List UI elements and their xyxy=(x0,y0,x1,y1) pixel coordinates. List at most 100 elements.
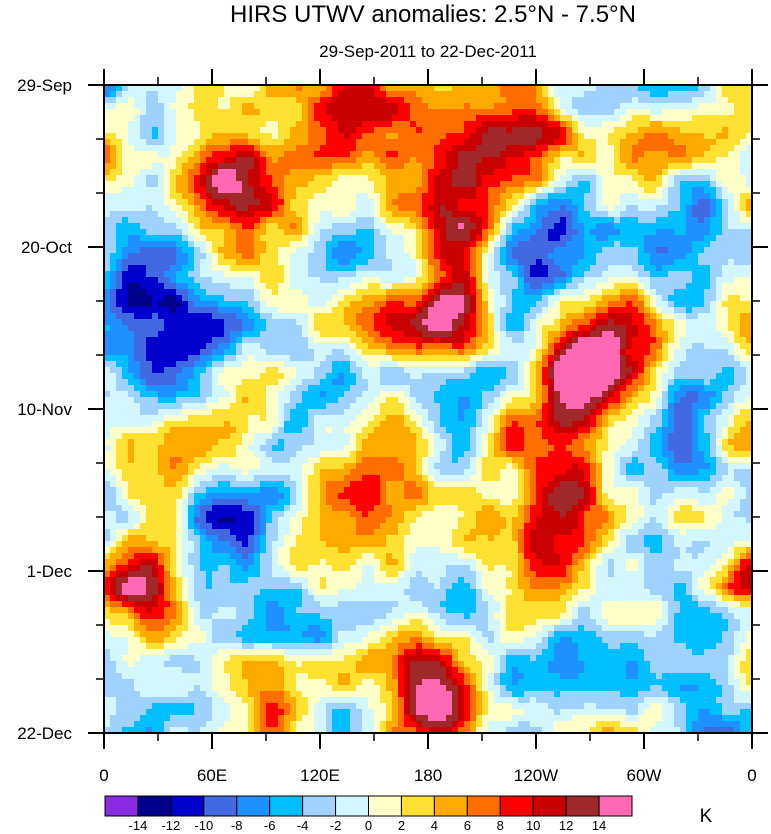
field-cell xyxy=(416,283,423,290)
field-cell xyxy=(230,97,237,104)
field-cell xyxy=(158,295,165,302)
field-cell xyxy=(326,337,333,344)
field-cell xyxy=(350,319,357,326)
field-cell xyxy=(446,355,453,362)
field-cell xyxy=(224,205,231,212)
field-cell xyxy=(572,175,579,182)
field-cell xyxy=(164,343,171,350)
field-cell xyxy=(104,343,111,350)
field-cell xyxy=(104,271,111,278)
field-cell xyxy=(320,217,327,224)
field-cell xyxy=(116,115,123,122)
field-cell xyxy=(152,121,159,128)
field-cell xyxy=(470,181,477,188)
field-cell xyxy=(158,103,165,110)
field-cell xyxy=(716,97,723,104)
field-cell xyxy=(188,301,195,308)
field-cell xyxy=(698,121,705,128)
field-cell xyxy=(524,307,531,314)
field-cell xyxy=(572,289,579,296)
field-cell xyxy=(614,349,621,356)
field-cell xyxy=(536,205,543,212)
field-cell xyxy=(572,205,579,212)
field-cell xyxy=(560,271,567,278)
field-cell xyxy=(734,289,741,296)
field-cell xyxy=(380,223,387,230)
field-cell xyxy=(368,235,375,242)
field-cell xyxy=(236,355,243,362)
field-cell xyxy=(560,91,567,98)
field-cell xyxy=(254,145,261,152)
field-cell xyxy=(590,253,597,260)
field-cell xyxy=(452,157,459,164)
field-cell xyxy=(200,361,207,368)
field-cell xyxy=(716,151,723,158)
field-cell xyxy=(260,337,267,344)
field-cell xyxy=(482,175,489,182)
field-cell xyxy=(278,97,285,104)
field-cell xyxy=(320,205,327,212)
field-cell xyxy=(686,313,693,320)
field-cell xyxy=(158,235,165,242)
field-cell xyxy=(326,157,333,164)
field-cell xyxy=(650,253,657,260)
field-cell xyxy=(392,193,399,200)
field-cell xyxy=(356,295,363,302)
field-cell xyxy=(458,265,465,272)
field-cell xyxy=(692,175,699,182)
field-cell xyxy=(614,307,621,314)
field-cell xyxy=(248,313,255,320)
field-cell xyxy=(674,265,681,272)
field-cell xyxy=(302,307,309,314)
field-cell xyxy=(260,301,267,308)
field-cell xyxy=(602,235,609,242)
field-cell xyxy=(734,319,741,326)
field-cell xyxy=(218,331,225,338)
field-cell xyxy=(308,187,315,194)
field-cell xyxy=(344,109,351,116)
field-cell xyxy=(212,217,219,224)
field-cell xyxy=(122,187,129,194)
field-cell xyxy=(248,355,255,362)
field-cell xyxy=(200,349,207,356)
field-cell xyxy=(140,109,147,116)
field-cell xyxy=(200,121,207,128)
field-cell xyxy=(614,169,621,176)
field-cell xyxy=(398,151,405,158)
field-cell xyxy=(530,349,537,356)
field-cell xyxy=(260,157,267,164)
field-cell xyxy=(590,217,597,224)
field-cell xyxy=(176,145,183,152)
field-cell xyxy=(404,199,411,206)
field-cell xyxy=(518,355,525,362)
field-cell xyxy=(494,151,501,158)
field-cell xyxy=(578,355,585,362)
field-cell xyxy=(218,295,225,302)
field-cell xyxy=(350,163,357,170)
field-cell xyxy=(668,349,675,356)
field-cell xyxy=(278,349,285,356)
field-cell xyxy=(566,97,573,104)
field-cell xyxy=(200,289,207,296)
field-cell xyxy=(368,247,375,254)
field-cell xyxy=(530,271,537,278)
field-cell xyxy=(518,337,525,344)
field-cell xyxy=(506,247,513,254)
field-cell xyxy=(698,319,705,326)
field-cell xyxy=(542,229,549,236)
field-cell xyxy=(392,121,399,128)
field-cell xyxy=(200,127,207,134)
field-cell xyxy=(230,223,237,230)
field-cell xyxy=(110,277,117,284)
field-cell xyxy=(584,91,591,98)
field-cell xyxy=(392,247,399,254)
field-cell xyxy=(350,289,357,296)
field-cell xyxy=(110,319,117,326)
field-cell xyxy=(470,109,477,116)
field-cell xyxy=(134,319,141,326)
field-cell xyxy=(452,121,459,128)
field-cell xyxy=(716,337,723,344)
field-cell xyxy=(674,157,681,164)
field-cell xyxy=(620,193,627,200)
field-cell xyxy=(278,85,285,92)
